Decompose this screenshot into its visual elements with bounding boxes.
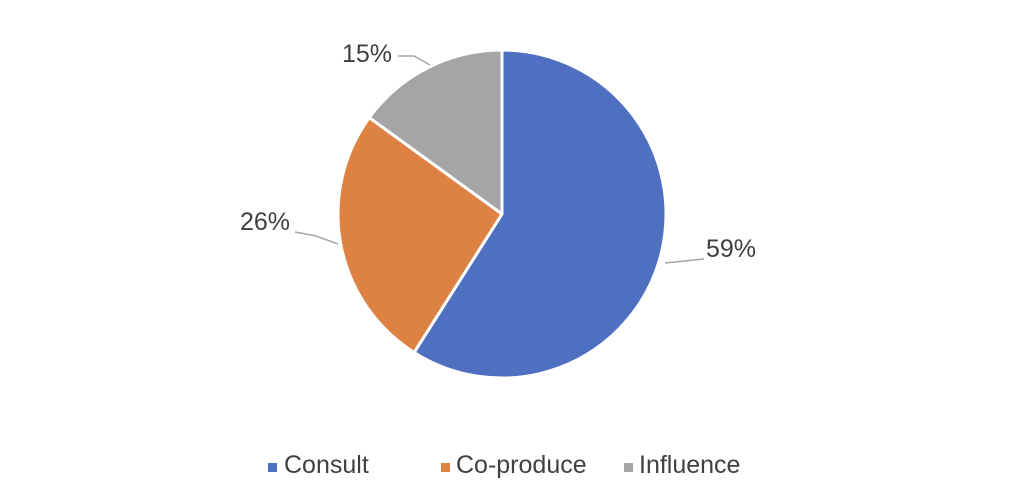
legend-label-influence: Influence xyxy=(639,451,740,479)
pie-slice-influence xyxy=(367,48,504,216)
legend-item-consult: Consult xyxy=(268,451,369,479)
legend-item-co-produce: Co-produce xyxy=(441,451,587,479)
legend-label-co-produce: Co-produce xyxy=(456,451,587,479)
legend-label-consult: Consult xyxy=(284,451,369,479)
leader-line-influence xyxy=(398,55,431,66)
leader-lines xyxy=(294,55,705,264)
legend-swatch-consult xyxy=(268,463,277,472)
data-label-co-produce: 26% xyxy=(240,208,290,236)
leader-line-consult xyxy=(664,258,705,264)
pie-slice-consult xyxy=(412,48,668,380)
pie-slice-co-produce xyxy=(336,116,504,354)
data-label-consult: 59% xyxy=(706,235,756,263)
legend-swatch-co-produce xyxy=(441,463,450,472)
data-label-influence: 15% xyxy=(342,40,392,68)
legend-swatch-influence xyxy=(624,463,633,472)
legend-item-influence: Influence xyxy=(624,451,740,479)
data-labels: 59% 26% 15% xyxy=(240,40,756,263)
leader-line-co-produce xyxy=(294,231,339,245)
legend: Consult Co-produce Influence xyxy=(268,451,740,479)
pie-slices xyxy=(336,48,668,380)
